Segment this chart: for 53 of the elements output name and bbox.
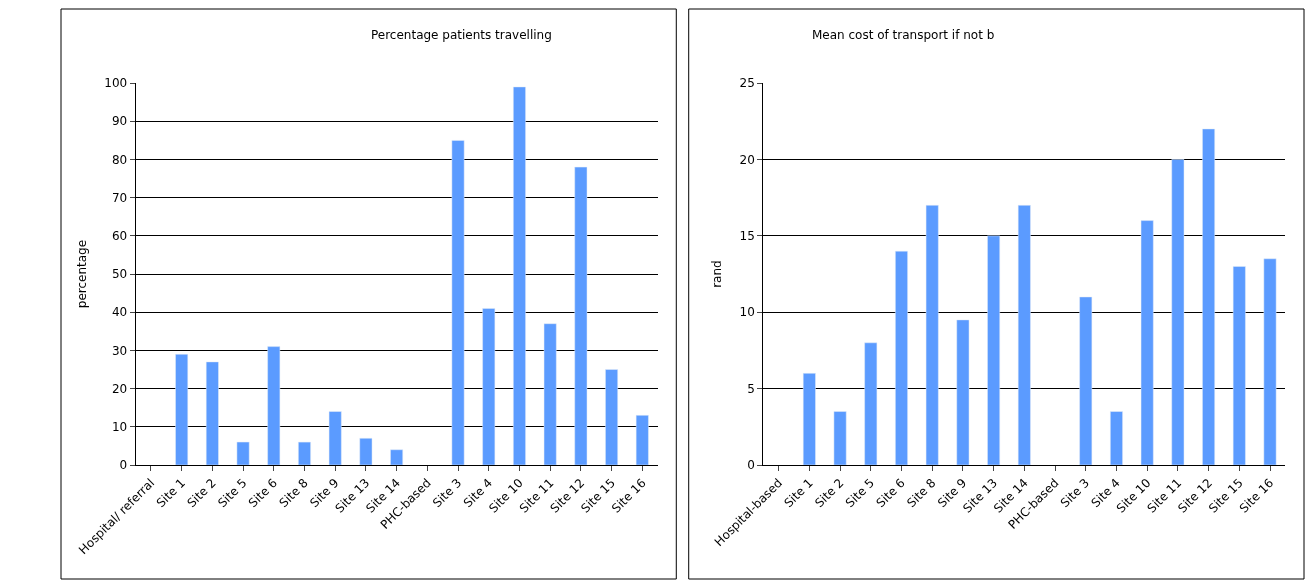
y-tick-label: 5 bbox=[747, 381, 755, 396]
y-axis-title: rand bbox=[709, 260, 724, 288]
y-tick-label: 25 bbox=[739, 76, 755, 91]
bar bbox=[635, 415, 649, 465]
bar bbox=[1202, 128, 1215, 465]
bar bbox=[451, 140, 465, 465]
bar bbox=[482, 308, 496, 465]
bar bbox=[513, 86, 526, 465]
x-tick-label: Site 3 bbox=[430, 475, 465, 511]
y-tick-label: 30 bbox=[111, 343, 128, 358]
bar bbox=[574, 166, 588, 465]
y-tick-label: 90 bbox=[111, 114, 128, 129]
bar bbox=[175, 354, 189, 465]
bar bbox=[1140, 220, 1154, 465]
y-tick-label: 10 bbox=[739, 305, 755, 320]
bar bbox=[543, 323, 557, 465]
y-tick-label: 20 bbox=[739, 152, 755, 167]
bar bbox=[925, 205, 939, 465]
y-tick-label: 50 bbox=[111, 267, 128, 282]
chart-title: Mean cost of transport if not b bbox=[812, 28, 995, 42]
chart-title: Percentage patients travelling bbox=[371, 28, 552, 42]
bar bbox=[987, 235, 1000, 465]
bar bbox=[802, 373, 816, 465]
bar bbox=[1079, 296, 1093, 465]
y-tick-label: 60 bbox=[111, 229, 128, 244]
y-tick-label: 20 bbox=[111, 381, 128, 396]
bar bbox=[1263, 258, 1277, 465]
y-tick-label: 15 bbox=[739, 229, 755, 244]
bar bbox=[1017, 205, 1031, 465]
bar bbox=[833, 411, 847, 465]
bar bbox=[605, 369, 618, 465]
bar bbox=[864, 342, 878, 465]
bar bbox=[1232, 266, 1246, 465]
y-tick-label: 0 bbox=[119, 458, 128, 473]
y-tick-label: 70 bbox=[111, 190, 128, 205]
y-tick-label: 10 bbox=[111, 420, 128, 435]
bar bbox=[205, 361, 219, 465]
bar bbox=[267, 346, 281, 465]
bar bbox=[298, 441, 311, 465]
bar bbox=[956, 319, 970, 465]
bar bbox=[1171, 159, 1185, 465]
y-tick-label: 80 bbox=[111, 152, 128, 167]
x-tick-label: Site 8 bbox=[276, 475, 311, 511]
bar bbox=[1110, 411, 1123, 465]
bar bbox=[236, 441, 250, 465]
y-axis-title: percentage bbox=[74, 239, 89, 309]
y-tick-label: 100 bbox=[104, 76, 128, 91]
bar bbox=[390, 449, 403, 465]
bar bbox=[895, 250, 908, 465]
bar bbox=[359, 438, 373, 465]
bar bbox=[328, 411, 342, 465]
y-tick-label: 0 bbox=[747, 458, 755, 473]
y-tick-label: 40 bbox=[111, 305, 128, 320]
